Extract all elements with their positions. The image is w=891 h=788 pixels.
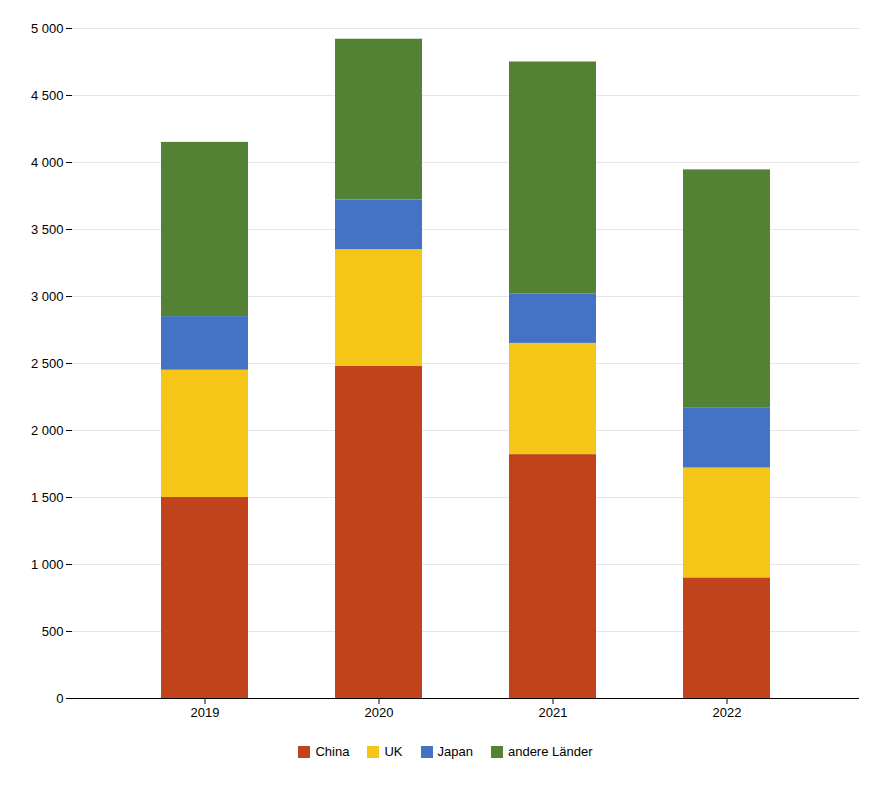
html-text:andere Länder: andere Länder	[507, 744, 593, 759]
html-text:Japan: Japan	[437, 744, 473, 759]
svg-text:2 500: 2 500	[31, 356, 64, 371]
svg-text:2 000: 2 000	[31, 423, 64, 438]
svg-text:4 500: 4 500	[31, 88, 64, 103]
svg-text:500: 500	[42, 624, 64, 639]
svg-text:1 500: 1 500	[31, 490, 64, 505]
svg-text:2019: 2019	[191, 705, 220, 720]
html-text:UK: UK	[384, 744, 403, 759]
svg-text:3 000: 3 000	[31, 289, 64, 304]
svg-text:2021: 2021	[539, 705, 568, 720]
svg-text:5 000: 5 000	[31, 21, 64, 36]
svg-text:0: 0	[56, 691, 63, 706]
html-text:China: China	[315, 744, 350, 759]
svg-text:1 000: 1 000	[31, 557, 64, 572]
svg-text:2020: 2020	[365, 705, 394, 720]
svg-text:3 500: 3 500	[31, 222, 64, 237]
svg-text:2022: 2022	[713, 705, 742, 720]
svg-text:4 000: 4 000	[31, 155, 64, 170]
